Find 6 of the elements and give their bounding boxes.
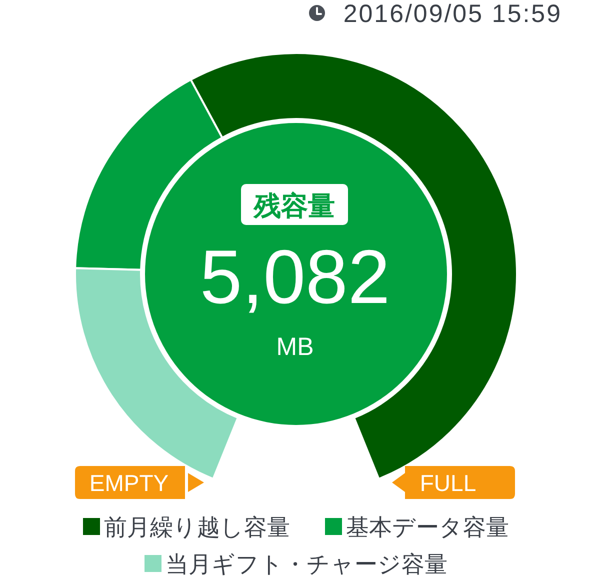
text: MB [276, 333, 314, 361]
text: 残容量 [253, 191, 335, 221]
text: FULL [420, 470, 476, 496]
text: 2016/09/05 15:59 [343, 0, 562, 28]
text: EMPTY [89, 470, 169, 496]
text: 5,082 [200, 235, 390, 320]
